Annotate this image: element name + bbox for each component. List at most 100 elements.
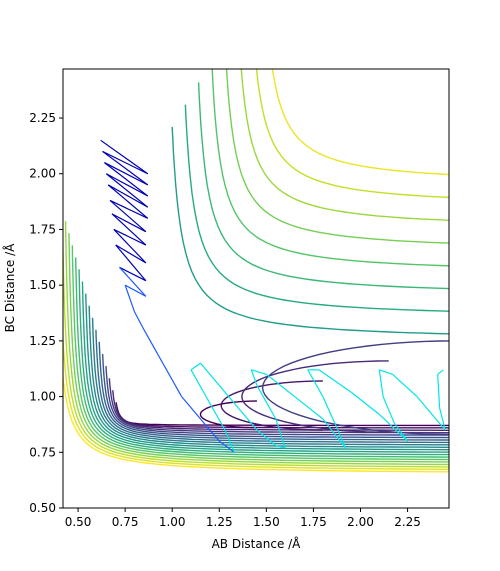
trajectory-segment: [199, 362, 220, 386]
trajectory-segment: [256, 429, 277, 447]
contour-line: [88, 305, 449, 448]
y-tick-label: 1.00: [29, 390, 56, 404]
contour-line: [197, 82, 449, 290]
trajectory-segment: [379, 369, 393, 375]
contour-line: [240, 69, 449, 221]
x-tick-label: 0.75: [112, 515, 139, 529]
trajectory-segment: [382, 396, 395, 424]
x-axis-label: AB Distance /Å: [212, 536, 302, 551]
contour-line: [91, 317, 449, 446]
trajectory-path: [100, 139, 446, 453]
trajectory-segment: [322, 418, 346, 449]
x-axis-ticks: 0.50 0.75 1.00 1.25 1.50 1.75 2.00 2.25: [65, 508, 421, 529]
x-tick-label: 1.50: [253, 515, 280, 529]
y-tick-label: 2.25: [29, 111, 56, 125]
contour-line: [81, 281, 449, 453]
trajectory-segment: [107, 184, 149, 219]
trajectory-segment: [109, 200, 147, 233]
trajectory-segment: [322, 396, 339, 431]
contour-line: [220, 380, 323, 431]
plot-frame: [62, 68, 450, 509]
x-tick-label: 0.50: [65, 515, 92, 529]
trajectory-segment: [393, 422, 409, 442]
trajectory-segment: [265, 373, 295, 398]
y-tick-label: 0.50: [29, 501, 56, 515]
x-tick-label: 2.00: [347, 515, 374, 529]
trajectory-segment: [318, 369, 352, 393]
trajectory-segment: [105, 173, 149, 208]
trajectory-segment: [218, 440, 235, 453]
trajectory-segment: [199, 418, 220, 442]
y-tick-label: 1.25: [29, 334, 56, 348]
trajectory-segment: [143, 329, 164, 364]
contour-line: [64, 221, 449, 466]
trajectory-segment: [307, 369, 324, 397]
contour-line: [71, 245, 449, 461]
trajectory-segment: [190, 362, 201, 371]
trajectory-segment: [106, 173, 149, 197]
trajectory-segment: [162, 362, 183, 397]
trajectory-segment: [109, 199, 148, 219]
trajectory-segment: [124, 284, 136, 313]
y-axis-label: BC Distance /Å: [2, 243, 17, 333]
trajectory-segment: [115, 244, 147, 282]
trajectory-segment: [224, 429, 235, 453]
trajectory-segment: [124, 284, 147, 297]
x-tick-label: 1.00: [159, 515, 186, 529]
trajectory-segment: [437, 374, 441, 408]
y-tick-label: 1.75: [29, 222, 56, 236]
contour-line: [184, 104, 449, 312]
trajectory-segment: [378, 369, 384, 397]
trajectory-segment: [104, 162, 149, 186]
trajectory-segment: [437, 369, 444, 375]
trajectory-segment: [416, 396, 446, 431]
trajectory-segment: [439, 407, 446, 431]
trajectory-segment: [111, 213, 147, 233]
contour-line: [211, 69, 449, 267]
trajectory-segment: [237, 407, 258, 431]
trajectory-segment: [113, 228, 147, 246]
contour-line: [75, 257, 449, 458]
contour-line: [101, 353, 449, 439]
y-axis-ticks: 0.50 0.75 1.00 1.25 1.50 1.75 2.00 2.25: [29, 111, 63, 515]
trajectory-segment: [107, 184, 149, 208]
trajectory-segment: [256, 385, 277, 420]
trajectory-segment: [104, 162, 149, 197]
trajectory-segment: [111, 213, 147, 246]
trajectory-segment: [119, 266, 147, 297]
trajectory-segment: [250, 369, 258, 386]
trajectory-segment: [251, 369, 267, 375]
contour-line: [78, 269, 449, 456]
contour-line: [112, 390, 449, 431]
contour-line: [63, 212, 449, 468]
contour-line: [261, 340, 449, 436]
contour-line: [68, 233, 449, 463]
y-tick-label: 1.50: [29, 278, 56, 292]
trajectory-segment: [294, 396, 324, 420]
contour-line: [199, 400, 257, 429]
y-tick-label: 0.75: [29, 445, 56, 459]
trajectory-segment: [102, 150, 149, 186]
trajectory-segment: [350, 391, 380, 415]
trajectory-segment: [205, 396, 226, 431]
contour-line: [225, 69, 449, 244]
contour-line: [98, 341, 449, 441]
x-tick-label: 1.75: [300, 515, 327, 529]
trajectory-segment: [337, 429, 346, 449]
contour-line: [271, 69, 449, 176]
trajectory-segment: [218, 385, 239, 409]
trajectory-segment: [115, 244, 147, 264]
contour-line: [255, 69, 449, 199]
contour-line: [105, 366, 449, 436]
contour-line: [171, 126, 449, 335]
trajectory-segment: [102, 150, 148, 175]
contour-line: [85, 293, 449, 451]
trajectory-segment: [100, 139, 149, 175]
contour-lines: [63, 69, 449, 473]
trajectory-segment: [181, 396, 201, 420]
contour-line: [241, 360, 389, 433]
contour-line: [63, 328, 449, 471]
trajectory-segment: [275, 418, 286, 449]
trajectory-segment: [392, 373, 418, 398]
